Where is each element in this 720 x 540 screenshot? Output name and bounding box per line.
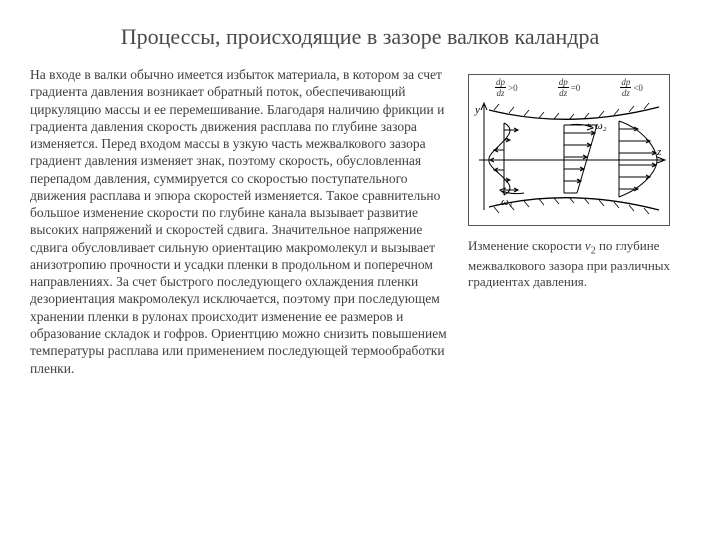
- y-axis-label: y: [474, 104, 480, 116]
- right-column: dpdz >0 dpdz =0 dpdz <0: [468, 66, 683, 377]
- caption-prefix: Изменение скорости: [468, 238, 585, 253]
- page-title: Процессы, происходящие в зазоре валков к…: [30, 24, 690, 50]
- slide: Процессы, происходящие в зазоре валков к…: [0, 0, 720, 540]
- content-row: На входе в валки обычно имеется избыток …: [30, 66, 690, 377]
- figure-header-equations: dpdz >0 dpdz =0 dpdz <0: [469, 77, 669, 98]
- body-paragraph: На входе в валки обычно имеется избыток …: [30, 66, 450, 377]
- eq-dpdz-zero: dpdz =0: [558, 77, 581, 98]
- eq-dpdz-positive: dpdz >0: [495, 77, 518, 98]
- eq-dpdz-negative: dpdz <0: [620, 77, 643, 98]
- figure-caption: Изменение скорости v2 по глубине межвалк…: [468, 238, 683, 291]
- velocity-profile-figure: dpdz >0 dpdz =0 dpdz <0: [468, 74, 670, 226]
- omega1-label: ω₁: [501, 196, 513, 208]
